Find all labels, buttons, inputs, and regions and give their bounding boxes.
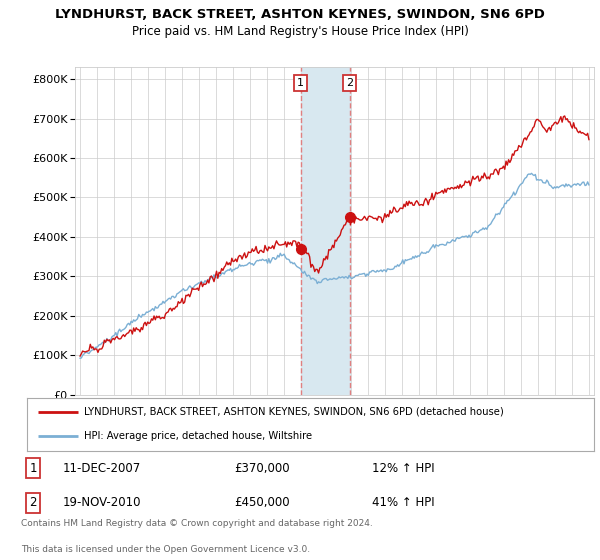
Text: LYNDHURST, BACK STREET, ASHTON KEYNES, SWINDON, SN6 6PD (detached house): LYNDHURST, BACK STREET, ASHTON KEYNES, S…	[83, 407, 503, 417]
Text: HPI: Average price, detached house, Wiltshire: HPI: Average price, detached house, Wilt…	[83, 431, 312, 441]
Text: 11-DEC-2007: 11-DEC-2007	[63, 461, 141, 475]
Bar	[301, 67, 350, 395]
Text: This data is licensed under the Open Government Licence v3.0.: This data is licensed under the Open Gov…	[21, 545, 310, 554]
Text: 41% ↑ HPI: 41% ↑ HPI	[372, 496, 434, 510]
Text: 12% ↑ HPI: 12% ↑ HPI	[372, 461, 434, 475]
Text: Price paid vs. HM Land Registry's House Price Index (HPI): Price paid vs. HM Land Registry's House …	[131, 25, 469, 38]
Text: 2: 2	[29, 496, 37, 510]
Text: 1: 1	[297, 78, 304, 88]
Text: 1: 1	[29, 461, 37, 475]
Text: £450,000: £450,000	[234, 496, 290, 510]
Text: LYNDHURST, BACK STREET, ASHTON KEYNES, SWINDON, SN6 6PD: LYNDHURST, BACK STREET, ASHTON KEYNES, S…	[55, 8, 545, 21]
Text: Contains HM Land Registry data © Crown copyright and database right 2024.: Contains HM Land Registry data © Crown c…	[21, 519, 373, 528]
Text: 2: 2	[346, 78, 353, 88]
Text: 19-NOV-2010: 19-NOV-2010	[63, 496, 142, 510]
Text: £370,000: £370,000	[234, 461, 290, 475]
